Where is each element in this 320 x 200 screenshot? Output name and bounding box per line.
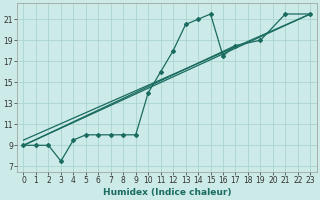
- X-axis label: Humidex (Indice chaleur): Humidex (Indice chaleur): [103, 188, 231, 197]
